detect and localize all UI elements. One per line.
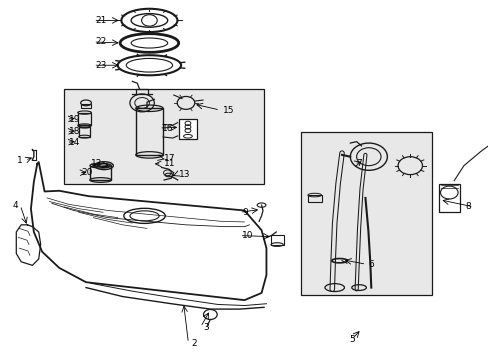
Text: 7: 7 xyxy=(356,159,362,168)
Text: 21: 21 xyxy=(96,16,107,25)
Text: 22: 22 xyxy=(96,37,107,46)
Bar xyxy=(178,119,197,139)
Text: 4: 4 xyxy=(12,201,18,210)
Text: 23: 23 xyxy=(96,61,107,70)
Text: 19: 19 xyxy=(69,114,81,123)
Text: 15: 15 xyxy=(222,105,234,114)
Text: 18: 18 xyxy=(69,127,81,136)
Bar xyxy=(78,113,91,126)
Text: 14: 14 xyxy=(69,138,80,147)
Bar xyxy=(307,195,321,202)
Text: 13: 13 xyxy=(178,170,190,179)
Text: 17: 17 xyxy=(163,154,175,163)
Bar xyxy=(64,89,264,184)
Bar xyxy=(438,184,459,212)
Bar xyxy=(136,108,163,155)
Text: 20: 20 xyxy=(81,168,92,177)
Bar xyxy=(79,127,90,136)
Text: 16: 16 xyxy=(161,123,173,132)
Bar xyxy=(81,104,91,108)
Bar xyxy=(90,166,111,180)
Text: 5: 5 xyxy=(348,335,354,344)
Bar xyxy=(271,234,283,244)
Text: 3: 3 xyxy=(203,323,208,332)
Bar xyxy=(300,132,431,295)
Text: 1: 1 xyxy=(17,156,22,165)
Text: 2: 2 xyxy=(190,339,196,348)
Text: 12: 12 xyxy=(91,159,102,168)
Text: 6: 6 xyxy=(368,260,374,269)
Circle shape xyxy=(142,15,157,26)
Text: 9: 9 xyxy=(242,208,247,217)
Text: 11: 11 xyxy=(163,159,175,168)
Text: 8: 8 xyxy=(465,202,470,211)
Text: 10: 10 xyxy=(242,231,253,240)
